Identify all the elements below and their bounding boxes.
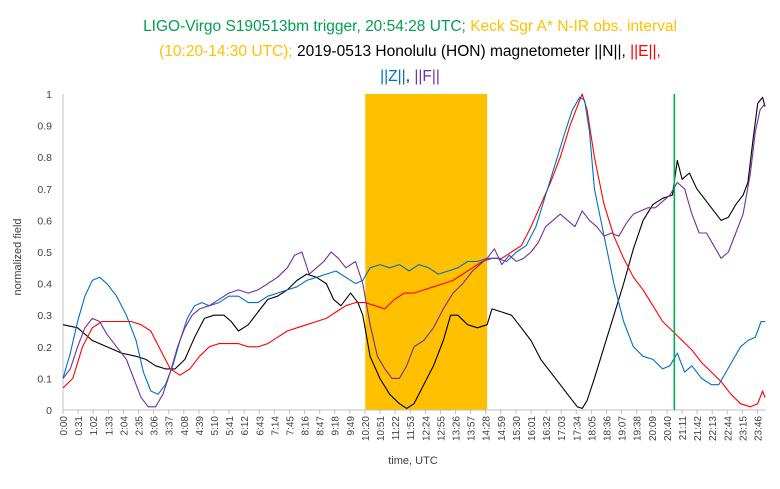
x-tick-label: 0:00 <box>59 416 70 436</box>
x-tick-label: 11:53 <box>406 416 417 441</box>
title-e-series: ||E||, <box>630 43 661 60</box>
x-tick-label: 8:16 <box>301 416 312 436</box>
x-tick-label: 23:15 <box>738 416 749 441</box>
x-tick-label: 21:11 <box>678 416 689 441</box>
x-tick-label: 5:10 <box>210 416 221 436</box>
x-tick-label: 1:33 <box>104 416 115 436</box>
x-tick-label: 6:43 <box>255 416 266 436</box>
title-keck-1: Keck Sgr A* N-IR obs. interval <box>470 18 677 35</box>
x-tick-label: 10:51 <box>376 416 387 441</box>
x-tick-label: 16:32 <box>542 416 553 441</box>
y-tick-label: 0.5 <box>37 247 52 259</box>
x-tick-label: 10:20 <box>361 416 372 441</box>
x-tick-label: 18:05 <box>587 416 598 441</box>
x-tick-label: 13:26 <box>452 416 463 441</box>
series-line-n <box>62 96 766 409</box>
x-tick-label: 12:24 <box>421 416 432 441</box>
x-tick-label: 4:39 <box>195 416 206 436</box>
x-tick-label: 20:09 <box>648 416 659 441</box>
x-tick-label: 20:40 <box>663 416 674 441</box>
y-axis-title: normalized field <box>12 218 24 295</box>
title-trigger: LIGO-Virgo S190513bm trigger, 20:54:28 U… <box>143 18 470 35</box>
x-tick-label: 13:57 <box>467 416 478 441</box>
x-tick-label: 14:59 <box>497 416 508 441</box>
chart-title-line-1: LIGO-Virgo S190513bm trigger, 20:54:28 U… <box>143 18 677 35</box>
x-tick-label: 12:55 <box>436 416 447 441</box>
x-tick-label: 11:22 <box>391 416 402 441</box>
x-axis-title: time, UTC <box>388 455 438 467</box>
y-tick-label: 1 <box>46 89 52 101</box>
x-tick-label: 15:30 <box>512 416 523 441</box>
title-keck-2: (10:20-14:30 UTC); <box>159 43 297 60</box>
y-tick-label: 0.3 <box>37 310 52 322</box>
y-tick-label: 0.1 <box>37 373 52 385</box>
x-tick-label: 9:18 <box>331 416 342 436</box>
y-tick-label: 0.9 <box>37 121 52 133</box>
y-tick-label: 0.4 <box>37 279 52 291</box>
x-tick-label: 0:31 <box>74 416 85 436</box>
y-tick-label: 0 <box>46 405 52 417</box>
x-tick-label: 18:36 <box>602 416 613 441</box>
x-tick-label: 1:02 <box>89 416 100 436</box>
x-tick-label: 22:44 <box>723 416 734 441</box>
x-tick-label: 14:28 <box>482 416 493 441</box>
x-tick-label: 4:08 <box>180 416 191 436</box>
series-line-f <box>62 103 766 408</box>
keck-observation-band <box>365 94 488 410</box>
title-magnetometer: 2019-0513 Honolulu (HON) magnetometer ||… <box>297 43 630 60</box>
x-tick-label: 7:14 <box>270 416 281 436</box>
y-tick-label: 0.2 <box>37 342 52 354</box>
x-tick-label: 19:38 <box>633 416 644 441</box>
x-tick-label: 5:41 <box>225 416 236 436</box>
y-tick-label: 0.6 <box>37 215 52 227</box>
x-tick-label: 23:46 <box>753 416 764 441</box>
x-tick-label: 21:42 <box>693 416 704 441</box>
x-tick-label: 22:13 <box>708 416 719 441</box>
x-tick-label: 2:04 <box>119 416 130 436</box>
x-tick-label: 2:35 <box>134 416 145 436</box>
x-tick-label: 3:06 <box>150 416 161 436</box>
y-tick-label: 0.8 <box>37 152 52 164</box>
y-tick-label: 0.7 <box>37 184 52 196</box>
series-line-e <box>62 93 766 408</box>
x-tick-label: 16:01 <box>527 416 538 441</box>
x-tick-label: 7:45 <box>285 416 296 436</box>
chart-title-line-2: (10:20-14:30 UTC); 2019-0513 Honolulu (H… <box>159 43 661 60</box>
x-tick-label: 3:37 <box>165 416 176 436</box>
title-z-series: ||Z|| <box>380 68 406 85</box>
x-tick-label: 6:12 <box>240 416 251 436</box>
x-tick-label: 9:49 <box>346 416 357 436</box>
title-separator: , <box>406 68 415 85</box>
x-tick-label: 17:03 <box>557 416 568 441</box>
x-tick-label: 19:07 <box>618 416 629 441</box>
chart-title-line-3: ||Z||, ||F|| <box>380 68 440 85</box>
title-f-series: ||F|| <box>414 68 440 85</box>
x-tick-label: 17:34 <box>572 416 583 441</box>
x-tick-label: 8:47 <box>316 416 327 436</box>
